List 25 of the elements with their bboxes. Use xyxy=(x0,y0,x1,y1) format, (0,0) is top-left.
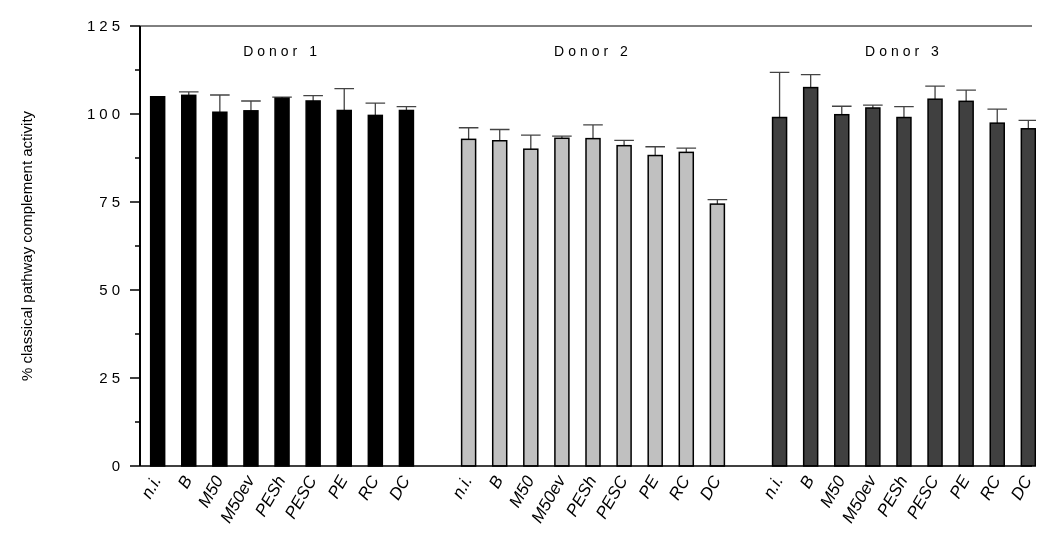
y-tick-label: 25 xyxy=(99,369,124,387)
x-tick-label: B xyxy=(174,472,197,492)
x-tick-label: RC xyxy=(975,471,1006,504)
y-tick-label: 75 xyxy=(99,193,124,211)
x-tick-label: DC xyxy=(1007,471,1037,504)
x-tick-label: PE xyxy=(634,471,663,502)
x-tick-label: n.i. xyxy=(448,472,477,502)
x-tick-label: RC xyxy=(665,471,695,504)
y-tick-label: 0 xyxy=(111,457,124,475)
x-tick-label: B xyxy=(485,472,508,492)
x-tick-label: B xyxy=(796,472,819,492)
y-tick-label: 50 xyxy=(99,281,124,299)
x-tick-label: PE xyxy=(945,471,974,502)
annotation: Donor 1 xyxy=(243,43,321,59)
y-tick-label: 100 xyxy=(86,105,124,123)
x-tick-label: RC xyxy=(354,471,384,504)
x-tick-label: n.i. xyxy=(137,472,166,502)
annotation: Donor 3 xyxy=(865,43,943,59)
x-tick-label: n.i. xyxy=(759,472,788,502)
x-tick-label: DC xyxy=(385,471,415,504)
x-tick-label: DC xyxy=(696,471,726,504)
y-tick-label: 125 xyxy=(86,17,124,35)
y-axis-title: % classical pathway complement activity xyxy=(18,110,35,382)
annotation: Donor 2 xyxy=(554,43,632,59)
x-tick-label: PE xyxy=(323,471,353,502)
